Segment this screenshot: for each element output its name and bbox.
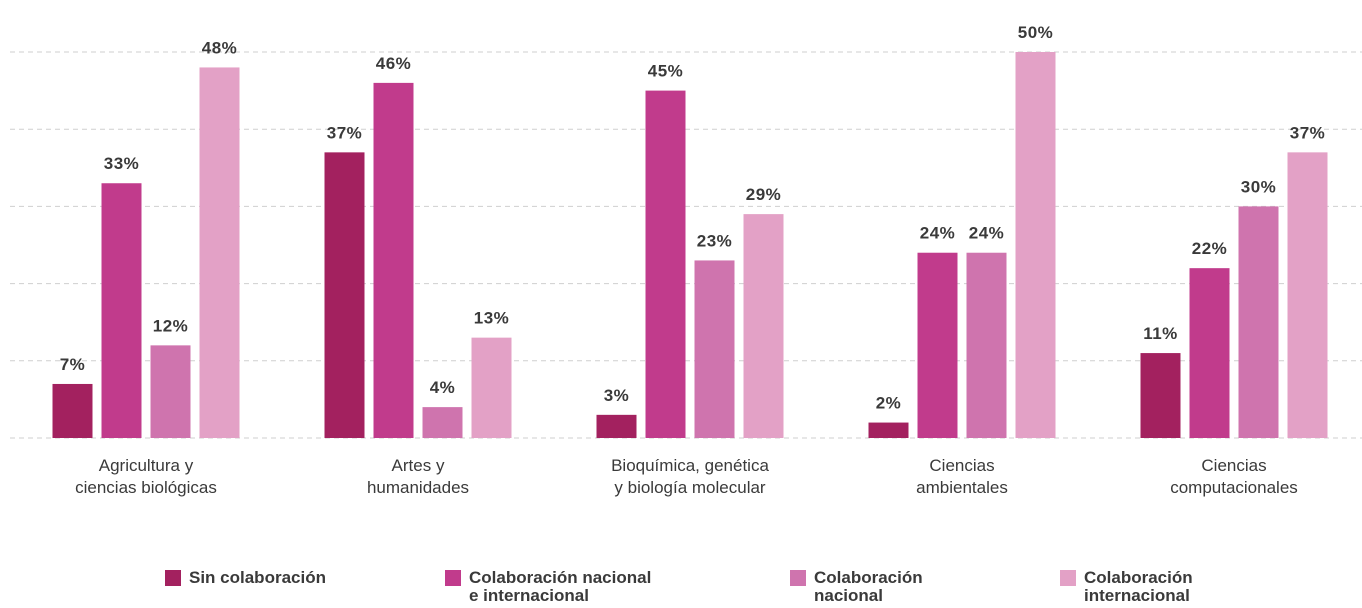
bar [150,345,191,438]
bar [917,252,958,438]
x-tick-label: Artes y humanidades [366,456,470,497]
x-tick-label: Bioquímica, genética y biología molecula… [611,456,769,497]
bar [645,90,686,438]
bar [1189,268,1230,438]
value-label: 7% [60,355,86,374]
bar [868,422,909,438]
value-label: 22% [1192,239,1228,258]
bar [1015,52,1056,438]
value-label: 45% [648,62,684,81]
legend-swatch [790,570,806,586]
bar [1140,353,1181,438]
value-label: 48% [202,38,238,57]
value-label: 13% [474,309,510,328]
bar [1238,206,1279,438]
bar [743,214,784,438]
legend-label: Sin colaboración [189,568,326,587]
bar [52,383,93,438]
legend-label: Colaboración nacional e internacional [469,568,652,605]
value-label: 2% [876,394,902,413]
value-label: 29% [746,185,782,204]
bar [101,183,142,438]
legend-label: Colaboración internacional [1084,568,1193,605]
x-tick-label: Ciencias computacionales [1170,456,1298,497]
bar [373,82,414,438]
bar [471,337,512,438]
bar [596,414,637,438]
value-label: 3% [604,386,630,405]
value-label: 37% [1290,123,1326,142]
value-label: 46% [376,54,412,73]
value-label: 50% [1018,23,1054,42]
value-label: 12% [153,316,189,335]
x-tick-label: Agricultura y ciencias biológicas [75,456,217,497]
value-label: 11% [1143,324,1178,343]
value-label: 23% [697,231,733,250]
x-tick-label: Ciencias ambientales [916,456,1008,497]
value-label: 24% [920,224,956,243]
value-label: 33% [104,154,140,173]
bar [966,252,1007,438]
legend-label: Colaboración nacional [814,568,923,605]
legend-swatch [1060,570,1076,586]
value-label: 4% [430,378,456,397]
bar [422,407,463,438]
value-label: 37% [327,123,363,142]
value-label: 24% [969,224,1005,243]
bar [1287,152,1328,439]
bar [199,67,240,438]
bar [324,152,365,439]
bar [694,260,735,438]
value-label: 30% [1241,177,1277,196]
legend-swatch [445,570,461,586]
legend-swatch [165,570,181,586]
